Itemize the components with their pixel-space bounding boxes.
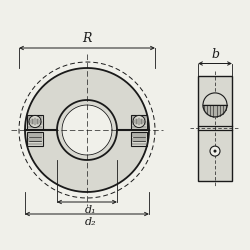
Circle shape (203, 93, 227, 117)
Bar (27, 114, 43, 128)
Circle shape (210, 146, 220, 156)
Circle shape (133, 116, 145, 128)
Bar (198, 76, 232, 180)
Text: R: R (82, 32, 92, 45)
Polygon shape (203, 105, 227, 117)
Circle shape (214, 150, 216, 152)
Bar (131, 132, 147, 145)
Text: d₂: d₂ (85, 217, 97, 227)
Text: b: b (211, 48, 219, 60)
Text: d₁: d₁ (85, 205, 97, 215)
Bar (131, 114, 147, 128)
Circle shape (25, 68, 149, 192)
Circle shape (62, 105, 112, 155)
Circle shape (29, 116, 41, 128)
Bar (27, 132, 43, 145)
